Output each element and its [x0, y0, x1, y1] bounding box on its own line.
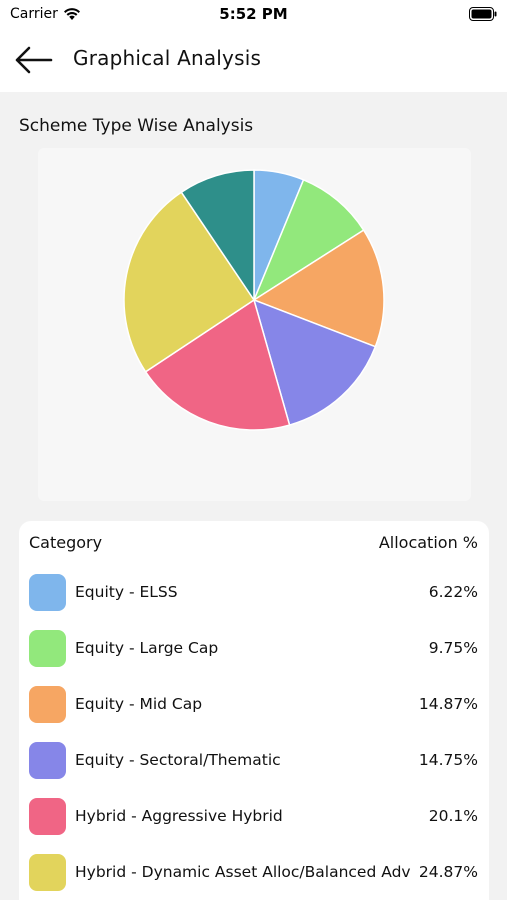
color-swatch	[29, 630, 66, 667]
table-row: Equity - Sectoral/Thematic 14.75%	[19, 733, 489, 789]
table-row: Equity - Mid Cap 14.87%	[19, 677, 489, 733]
color-swatch	[29, 798, 66, 835]
app-header: Graphical Analysis	[0, 30, 507, 92]
arrow-left-icon	[15, 46, 53, 74]
color-swatch	[29, 742, 66, 779]
pie-slice-7	[180, 169, 255, 303]
pie-chart	[123, 169, 385, 431]
row-allocation: 14.75%	[418, 751, 478, 769]
row-allocation: 24.87%	[418, 863, 478, 881]
row-category: Hybrid - Dynamic Asset Alloc/Balanced Ad…	[75, 863, 411, 881]
wifi-icon	[63, 8, 80, 20]
pie-chart-card	[38, 148, 471, 501]
row-category: Equity - ELSS	[75, 583, 178, 601]
row-allocation: 14.87%	[418, 695, 478, 713]
allocation-table: Category Allocation % Equity - ELSS 6.22…	[19, 521, 489, 900]
category-column-header: Category	[29, 533, 103, 552]
pie-slice-5	[144, 298, 291, 431]
row-category: Equity - Mid Cap	[75, 695, 203, 713]
color-swatch	[29, 686, 66, 723]
battery-icon	[469, 7, 497, 21]
row-allocation: 9.75%	[428, 639, 478, 657]
back-button[interactable]	[12, 42, 54, 78]
allocation-column-header: Allocation %	[378, 533, 478, 552]
carrier-indicator: Carrier	[10, 6, 81, 22]
section-title: Scheme Type Wise Analysis	[19, 116, 254, 136]
pie-slice-4	[252, 298, 377, 426]
pie-slice-6	[123, 191, 256, 373]
row-allocation: 20.1%	[428, 807, 478, 825]
carrier-label: Carrier	[10, 6, 58, 22]
table-header: Category Allocation %	[19, 521, 489, 565]
pie-slice-2	[252, 178, 365, 302]
table-row: Equity - ELSS 6.22%	[19, 565, 489, 621]
row-allocation: 6.22%	[428, 583, 478, 601]
row-category: Equity - Large Cap	[75, 639, 219, 657]
table-row: Hybrid - Dynamic Asset Alloc/Balanced Ad…	[19, 845, 489, 900]
status-time: 5:52 PM	[219, 5, 288, 23]
page-title: Graphical Analysis	[73, 46, 262, 70]
color-swatch	[29, 574, 66, 611]
status-bar: Carrier 5:52 PM	[0, 0, 507, 30]
table-row: Hybrid - Aggressive Hybrid 20.1%	[19, 789, 489, 845]
table-row: Equity - Large Cap 9.75%	[19, 621, 489, 677]
color-swatch	[29, 854, 66, 891]
row-category: Equity - Sectoral/Thematic	[75, 751, 281, 769]
row-category: Hybrid - Aggressive Hybrid	[75, 807, 283, 825]
pie-slice-3	[252, 229, 385, 348]
